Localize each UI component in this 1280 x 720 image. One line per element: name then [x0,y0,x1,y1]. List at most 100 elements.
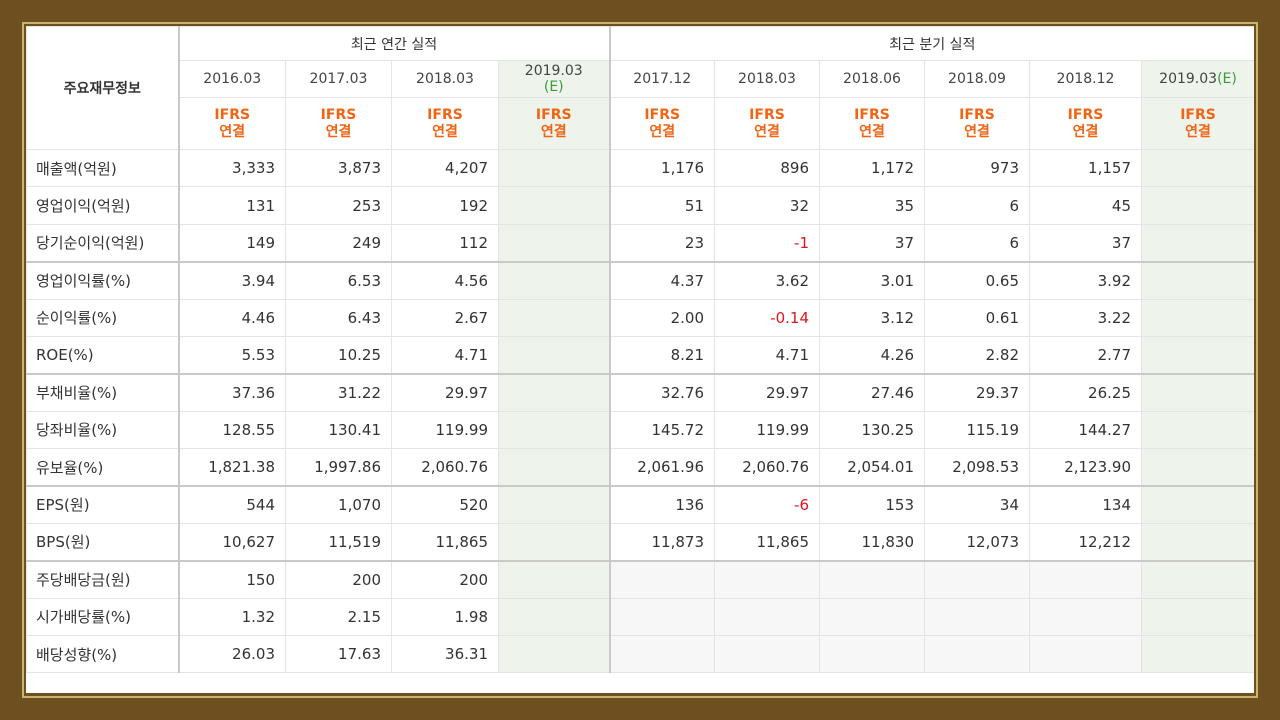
table-row: 영업이익(억원) 131 253 192 51 32 35 6 45 [26,186,1254,225]
row-label: 영업이익률(%) [26,260,180,300]
cell-annual-1: 253 [285,186,392,225]
cell-annual-0: 37.36 [178,372,286,412]
cell-annual-1: 3,873 [285,148,392,188]
cell-quarterly-0: 2,061.96 [609,448,715,487]
row-label: 당기순이익(억원) [26,223,180,263]
standard-header-quarterly-0: IFRS 연결 [609,97,715,150]
cell-annual-2: 520 [391,485,499,524]
cell-quarterly-1: -6 [714,485,820,524]
cell-quarterly-0: 4.37 [609,260,715,300]
standard-header-quarterly-2: IFRS 연결 [819,97,925,150]
table-row: 유보율(%) 1,821.38 1,997.86 2,060.76 2,061.96 2,… [26,448,1254,487]
table-row: 순이익률(%) 4.46 6.43 2.67 2.00 -0.14 3.12 0.61 3.22 [26,298,1254,337]
cell-quarterly-5 [1140,298,1254,337]
cell-quarterly-2: 2,054.01 [819,448,925,487]
cell-quarterly-3: 2.82 [924,335,1030,375]
cell-quarterly-1: 2,060.76 [714,448,820,487]
cell-annual-3 [498,260,611,300]
table-row: 시가배당률(%) 1.32 2.15 1.98 [26,597,1254,637]
financial-summary-panel: 주요재무정보 최근 연간 실적 최근 분기 실적 2016.03 2017.03 2… [26,26,1254,693]
cell-annual-0: 26.03 [178,635,286,674]
cell-quarterly-4: 37 [1029,223,1142,263]
cell-quarterly-5 [1140,186,1254,225]
cell-quarterly-1 [714,559,820,599]
cell-annual-1: 6.43 [285,298,392,337]
cell-annual-2: 1.98 [391,597,499,637]
cell-quarterly-5 [1140,223,1254,263]
cell-annual-2: 200 [391,559,499,599]
cell-quarterly-3: 34 [924,485,1030,524]
cell-annual-2: 119.99 [391,410,499,450]
row-label-header: 주요재무정보 [26,26,180,150]
cell-annual-0: 1,821.38 [178,448,286,487]
period-header-annual-2: 2018.03 [391,60,499,98]
cell-quarterly-0: 136 [609,485,715,524]
table-row: ROE(%) 5.53 10.25 4.71 8.21 4.71 4.26 2.82 2.77 [26,335,1254,375]
standard-header-annual-0: IFRS 연결 [178,97,286,150]
cell-annual-2: 112 [391,223,499,263]
estimate-tag: (E) [543,79,564,95]
cell-quarterly-1: 29.97 [714,372,820,412]
cell-quarterly-5 [1140,372,1254,412]
period-label: 2019.03 [524,63,583,79]
cell-quarterly-5 [1140,597,1254,637]
cell-annual-3 [498,298,611,337]
cell-quarterly-4: 12,212 [1029,522,1142,562]
ifrs-label: IFRS 연결 [535,106,572,140]
cell-annual-1: 249 [285,223,392,263]
table-row: 당좌비율(%) 128.55 130.41 119.99 145.72 119.99 130… [26,410,1254,450]
period-header-quarterly-4: 2018.12 [1029,60,1142,98]
cell-annual-3 [498,485,611,524]
table-row: 주당배당금(원) 150 200 200 [26,559,1254,599]
standard-header-annual-3: IFRS 연결 [498,97,611,150]
row-label: BPS(원) [26,522,180,562]
cell-quarterly-3: 6 [924,186,1030,225]
cell-quarterly-0 [609,559,715,599]
cell-quarterly-3 [924,559,1030,599]
period-header-quarterly-3: 2018.09 [924,60,1030,98]
ifrs-label: IFRS 연결 [644,106,681,140]
cell-quarterly-4: 144.27 [1029,410,1142,450]
ifrs-label: IFRS 연결 [959,106,995,140]
cell-annual-2: 36.31 [391,635,499,674]
cell-quarterly-0: 11,873 [609,522,715,562]
cell-quarterly-1: 3.62 [714,260,820,300]
cell-quarterly-3: 2,098.53 [924,448,1030,487]
row-label: 시가배당률(%) [26,597,180,637]
cell-quarterly-0: 32.76 [609,372,715,412]
cell-quarterly-5 [1140,559,1254,599]
table-row: 배당성향(%) 26.03 17.63 36.31 [26,635,1254,674]
ifrs-label: IFRS 연결 [427,106,463,140]
cell-annual-3 [498,597,611,637]
table-body: 매출액(억원) 3,333 3,873 4,207 1,176 896 1,172 973 1,… [26,148,1254,674]
cell-annual-1: 130.41 [285,410,392,450]
quarterly-group-header: 최근 분기 실적 [608,26,1254,61]
cell-quarterly-2: 27.46 [819,372,925,412]
cell-annual-3 [498,335,611,375]
cell-quarterly-4: 2,123.90 [1029,448,1142,487]
row-label: 순이익률(%) [26,298,180,337]
cell-quarterly-3: 973 [924,148,1030,188]
cell-annual-0: 131 [178,186,286,225]
cell-quarterly-1: 32 [714,186,820,225]
cell-quarterly-5 [1140,485,1254,524]
cell-quarterly-4 [1029,635,1142,674]
ifrs-label: IFRS 연결 [854,106,890,140]
cell-annual-2: 4,207 [391,148,499,188]
period-header-quarterly-1: 2018.03 [714,60,820,98]
ifrs-label: IFRS 연결 [320,106,357,140]
period-header-annual-3: 2019.03 (E) [498,60,611,98]
cell-quarterly-4: 1,157 [1029,148,1142,188]
cell-quarterly-3: 12,073 [924,522,1030,562]
cell-quarterly-0: 1,176 [609,148,715,188]
cell-quarterly-4 [1029,597,1142,637]
period-header-quarterly-0: 2017.12 [609,60,715,98]
cell-quarterly-2: 130.25 [819,410,925,450]
table-row: BPS(원) 10,627 11,519 11,865 11,873 11,865 11,8… [26,522,1254,562]
cell-annual-1: 200 [285,559,392,599]
cell-quarterly-3: 115.19 [924,410,1030,450]
cell-quarterly-2: 1,172 [819,148,925,188]
screenshot-frame [22,22,1258,698]
cell-quarterly-0 [609,635,715,674]
cell-quarterly-4: 45 [1029,186,1142,225]
